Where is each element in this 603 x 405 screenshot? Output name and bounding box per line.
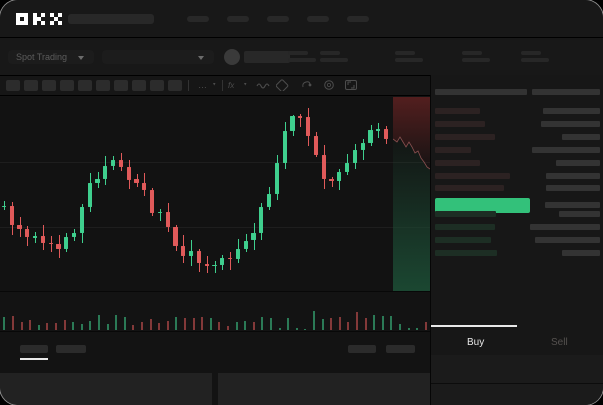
svg-text:fx: fx: [228, 81, 235, 90]
svg-text:…: …: [198, 80, 207, 90]
